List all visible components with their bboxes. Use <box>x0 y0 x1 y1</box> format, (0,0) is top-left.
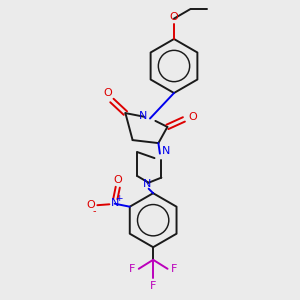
Text: +: + <box>115 194 123 203</box>
Text: N: N <box>111 198 119 208</box>
Text: O: O <box>86 200 95 210</box>
Text: N: N <box>139 111 148 121</box>
Text: N: N <box>162 146 171 156</box>
Text: O: O <box>103 88 112 98</box>
Text: O: O <box>113 175 122 185</box>
Text: O: O <box>188 112 197 122</box>
Text: F: F <box>171 264 177 274</box>
Text: O: O <box>169 11 178 22</box>
Text: N: N <box>143 179 151 189</box>
Text: F: F <box>150 281 156 291</box>
Text: -: - <box>93 206 96 216</box>
Text: F: F <box>129 264 135 274</box>
